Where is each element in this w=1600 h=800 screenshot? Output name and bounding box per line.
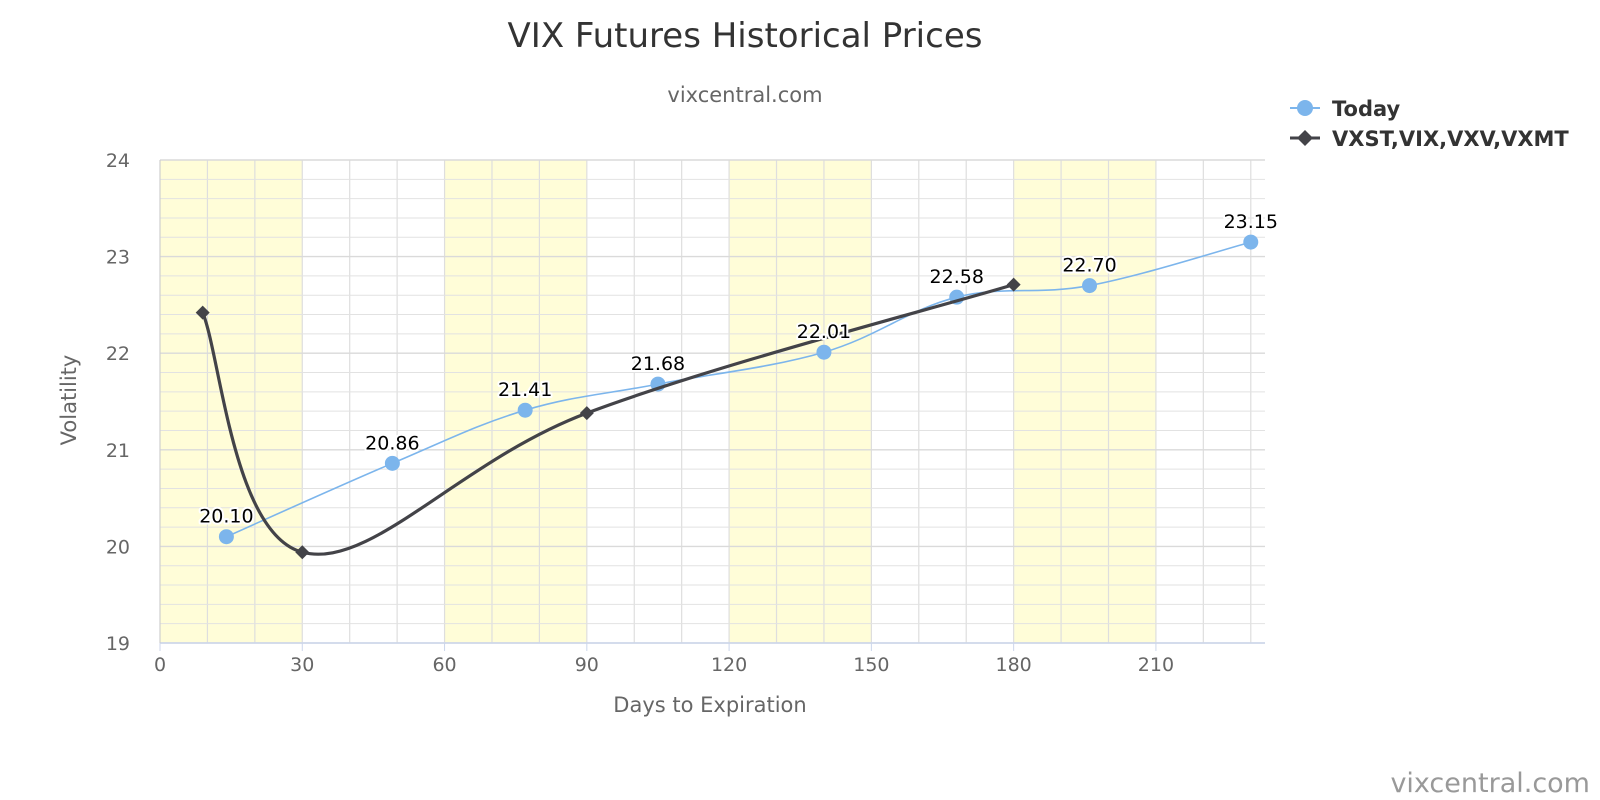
y-tick-label: 21 [106,440,130,462]
series-0-point-0 [218,529,234,545]
data-label-6: 22.70 [1062,255,1116,277]
plot-bands [160,160,1156,643]
y-tick-label: 22 [106,343,130,365]
data-label-1: 20.86 [365,432,419,454]
y-axis-title: Volatility [57,355,81,446]
series-0-point-1 [384,455,400,471]
series-0-point-2 [517,402,533,418]
x-tick-label: 90 [575,654,599,676]
data-label-5: 22.58 [930,266,984,288]
series-1-point-2 [579,406,594,421]
x-tick-label: 180 [996,654,1032,676]
data-label-0: 20.10 [199,506,253,528]
legend-label-term: VXST,VIX,VXV,VXMT [1332,127,1569,151]
x-tick-label: 150 [853,654,889,676]
x-axis-ticks: 0 30 60 90 120 150 180 210 [154,643,1174,676]
y-tick-label: 23 [106,247,130,269]
legend[interactable]: Today VXST,VIX,VXV,VXMT [1290,97,1569,151]
legend-item-today[interactable]: Today [1290,97,1401,121]
data-label-4: 22.01 [797,321,851,343]
plot-band-0 [160,160,303,643]
data-label-2: 21.41 [498,379,552,401]
data-labels: 20.10 20.86 21.41 21.68 22.01 22.58 22.70 23.15 [197,209,1280,530]
data-label-3: 21.68 [631,353,685,375]
series-1-point-3 [1006,277,1021,292]
legend-marker-today [1297,100,1313,116]
axes [159,160,1265,644]
legend-label-today: Today [1332,97,1401,121]
x-tick-label: 30 [290,654,314,676]
y-tick-label: 20 [106,536,130,558]
credit-text[interactable]: vixcentral.com [1390,768,1590,799]
x-tick-label: 120 [711,654,747,676]
x-axis-title: Days to Expiration [613,693,806,717]
x-tick-label: 60 [432,654,456,676]
series-0-point-7 [1243,234,1259,250]
data-label-7: 23.15 [1224,211,1278,233]
series-1-point-1 [295,545,310,560]
legend-item-vxst-vix-vxv-vxmt[interactable]: VXST,VIX,VXV,VXMT [1290,127,1569,151]
y-axis-ticks: 19 20 21 22 23 24 [106,150,130,655]
y-tick-label: 24 [106,150,130,172]
y-tick-label: 19 [106,633,130,655]
series-0-point-4 [816,344,832,360]
series-group [195,234,1259,560]
chart-title: VIX Futures Historical Prices [508,16,983,56]
legend-marker-term [1297,130,1313,146]
chart-subtitle: vixcentral.com [667,83,822,107]
plot-band-1 [444,160,587,643]
x-tick-label: 210 [1138,654,1174,676]
x-tick-label: 0 [154,654,166,676]
plot-band-3 [1013,160,1156,643]
series-0-point-6 [1082,278,1098,294]
series-line-1 [201,283,1015,556]
series-1-point-0 [195,305,210,320]
plot-band-2 [729,160,872,643]
